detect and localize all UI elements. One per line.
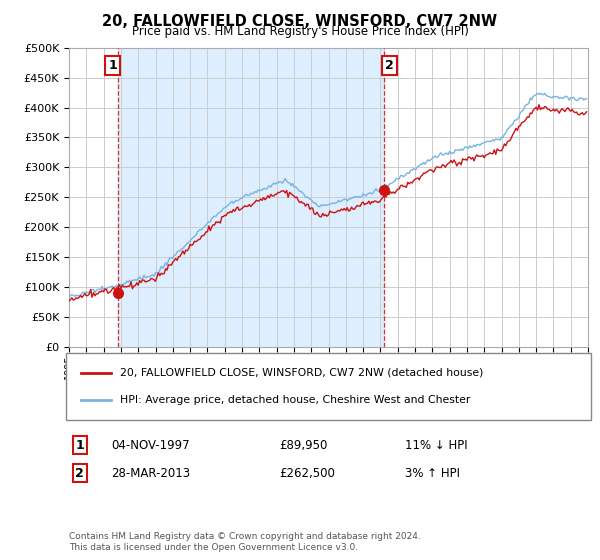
Text: 1: 1 <box>76 438 84 452</box>
Text: HPI: Average price, detached house, Cheshire West and Chester: HPI: Average price, detached house, Ches… <box>120 395 470 405</box>
Text: £262,500: £262,500 <box>279 466 335 480</box>
Text: 3% ↑ HPI: 3% ↑ HPI <box>405 466 460 480</box>
Text: Price paid vs. HM Land Registry's House Price Index (HPI): Price paid vs. HM Land Registry's House … <box>131 25 469 38</box>
Text: 11% ↓ HPI: 11% ↓ HPI <box>405 438 467 452</box>
Text: £89,950: £89,950 <box>279 438 328 452</box>
Text: 2: 2 <box>76 466 84 480</box>
Text: 20, FALLOWFIELD CLOSE, WINSFORD, CW7 2NW (detached house): 20, FALLOWFIELD CLOSE, WINSFORD, CW7 2NW… <box>120 368 484 378</box>
Text: 28-MAR-2013: 28-MAR-2013 <box>111 466 190 480</box>
Text: Contains HM Land Registry data © Crown copyright and database right 2024.
This d: Contains HM Land Registry data © Crown c… <box>69 532 421 552</box>
Bar <box>118 48 384 347</box>
Text: 04-NOV-1997: 04-NOV-1997 <box>111 438 190 452</box>
Text: 2: 2 <box>385 59 394 72</box>
Text: 1: 1 <box>109 59 117 72</box>
Text: 20, FALLOWFIELD CLOSE, WINSFORD, CW7 2NW: 20, FALLOWFIELD CLOSE, WINSFORD, CW7 2NW <box>103 14 497 29</box>
